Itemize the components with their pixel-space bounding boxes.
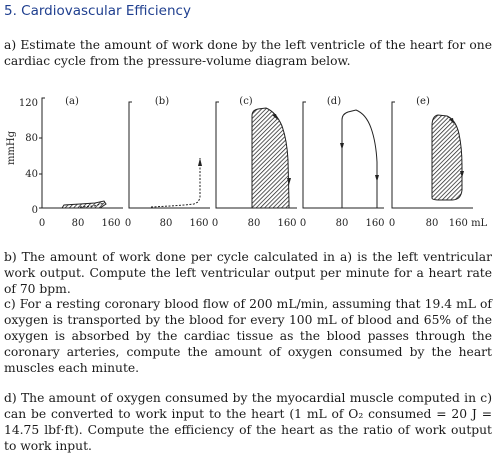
x-tick-label: 0 bbox=[125, 218, 131, 229]
panel-c: (c) 80 160 0 bbox=[215, 96, 306, 229]
question-b: b) The amount of work done per cycle cal… bbox=[4, 250, 492, 296]
section-heading: 5. Cardiovascular Efficiency bbox=[4, 3, 191, 19]
question-a: a) Estimate the amount of work done by t… bbox=[4, 38, 492, 68]
panel-axes bbox=[41, 97, 123, 209]
pv-loop-e bbox=[431, 114, 463, 201]
pressure-volume-diagram: mmHg 120 80 40 0 (a) 0 80 160 0 (b) 80 1… bbox=[6, 96, 488, 229]
x-tick-label: 80 bbox=[248, 218, 261, 229]
panel-label: (d) bbox=[327, 96, 341, 107]
panel-a: (a) 0 80 160 0 bbox=[39, 96, 131, 229]
pv-loop-d bbox=[341, 109, 378, 209]
x-tick-label: 160 bbox=[277, 218, 296, 229]
panel-axes bbox=[128, 101, 210, 209]
panel-axes bbox=[302, 101, 384, 209]
y-tick-label: 80 bbox=[25, 133, 38, 144]
panel-e: (e) 80 160 mL bbox=[391, 96, 488, 229]
panel-b: (b) 80 160 0 bbox=[128, 96, 218, 229]
arrow bbox=[460, 171, 464, 178]
pv-loop-c bbox=[251, 107, 290, 209]
x-tick-label: 0 bbox=[39, 218, 45, 229]
question-d: d) The amount of oxygen consumed by the … bbox=[4, 391, 492, 453]
panel-axes bbox=[391, 101, 473, 209]
y-tick-label: 120 bbox=[19, 98, 38, 109]
x-tick-label: 160 bbox=[365, 218, 384, 229]
x-tick-label: 80 bbox=[336, 218, 349, 229]
x-tick-label: 80 bbox=[72, 218, 85, 229]
arrow bbox=[375, 175, 379, 182]
x-tick-label: 80 bbox=[160, 218, 173, 229]
pv-loop-a bbox=[61, 200, 107, 209]
y-tick-label: 40 bbox=[25, 169, 38, 180]
pv-curve-b-arrow bbox=[198, 158, 202, 166]
x-tick-label: 0 bbox=[300, 218, 306, 229]
x-tick-label: 160 bbox=[101, 218, 120, 229]
pv-curve-b bbox=[150, 158, 201, 208]
panel-d: (d) 80 160 0 bbox=[302, 96, 395, 229]
panel-label: (a) bbox=[65, 96, 79, 107]
y-tick-label: 0 bbox=[32, 205, 38, 216]
arrow bbox=[449, 118, 454, 124]
arrow bbox=[272, 114, 278, 120]
x-tick-label: 160 mL bbox=[449, 218, 488, 229]
y-axis-label: mmHg bbox=[6, 130, 17, 165]
x-tick-label: 160 bbox=[189, 218, 208, 229]
x-tick-label: 80 bbox=[426, 218, 439, 229]
x-tick-label: 0 bbox=[212, 218, 218, 229]
arrow bbox=[287, 178, 291, 185]
question-c: c) For a resting coronary blood flow of … bbox=[4, 297, 492, 375]
pv-curve-a bbox=[79, 202, 105, 208]
panel-label: (b) bbox=[155, 96, 169, 107]
arrow bbox=[340, 143, 344, 150]
panel-label: (c) bbox=[239, 96, 253, 107]
panel-label: (e) bbox=[416, 96, 430, 107]
x-tick-label: 0 bbox=[389, 218, 395, 229]
